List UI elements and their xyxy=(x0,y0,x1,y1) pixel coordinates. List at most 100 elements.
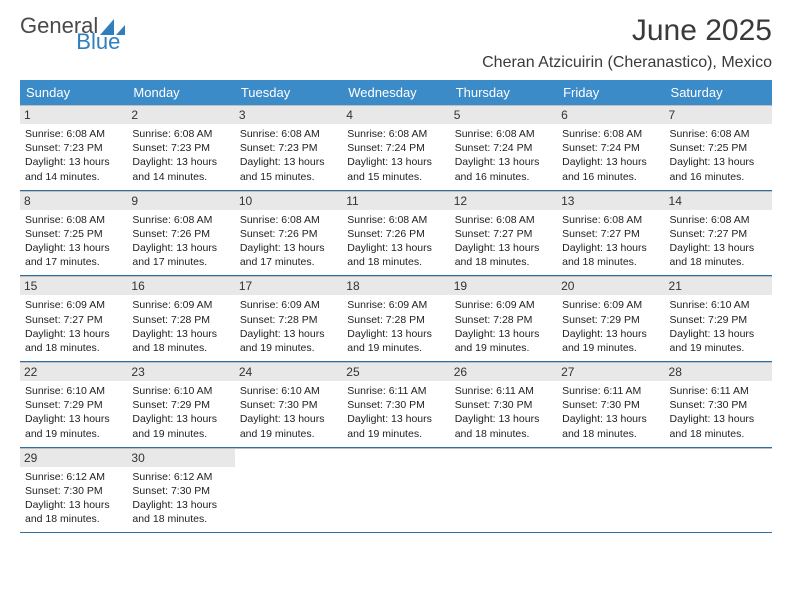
calendar-day: 12 Sunrise: 6:08 AMSunset: 7:27 PMDayligh… xyxy=(450,191,557,276)
calendar-day: 26 Sunrise: 6:11 AMSunset: 7:30 PMDayligh… xyxy=(450,362,557,447)
calendar-day: 9 Sunrise: 6:08 AMSunset: 7:26 PMDaylight… xyxy=(127,191,234,276)
calendar-day: 19 Sunrise: 6:09 AMSunset: 7:28 PMDayligh… xyxy=(450,276,557,361)
day-info: Sunrise: 6:09 AMSunset: 7:28 PMDaylight:… xyxy=(347,298,444,355)
calendar-day: 21Sunrise: 6:10 AMSunset: 7:29 PMDayligh… xyxy=(665,276,772,361)
calendar-day: 28 Sunrise: 6:11 AMSunset: 7:30 PMDayligh… xyxy=(665,362,772,447)
calendar-day-empty xyxy=(235,448,342,533)
day-number: 21 xyxy=(665,277,772,295)
day-number: 9 xyxy=(127,192,234,210)
calendar-day: 14Sunrise: 6:08 AMSunset: 7:27 PMDayligh… xyxy=(665,191,772,276)
day-info: Sunrise: 6:08 AMSunset: 7:27 PMDaylight:… xyxy=(562,213,659,270)
logo-text-blue: Blue xyxy=(76,31,120,53)
calendar-day: 23 Sunrise: 6:10 AMSunset: 7:29 PMDayligh… xyxy=(127,362,234,447)
day-number: 13 xyxy=(557,192,664,210)
day-number: 20 xyxy=(557,277,664,295)
day-info: Sunrise: 6:09 AMSunset: 7:28 PMDaylight:… xyxy=(455,298,552,355)
day-info: Sunrise: 6:08 AMSunset: 7:24 PMDaylight:… xyxy=(562,127,659,184)
calendar-day: 20 Sunrise: 6:09 AMSunset: 7:29 PMDayligh… xyxy=(557,276,664,361)
day-number: 24 xyxy=(235,363,342,381)
calendar-day: 13 Sunrise: 6:08 AMSunset: 7:27 PMDayligh… xyxy=(557,191,664,276)
day-number: 25 xyxy=(342,363,449,381)
calendar-day: 22 Sunrise: 6:10 AMSunset: 7:29 PMDayligh… xyxy=(20,362,127,447)
day-info: Sunrise: 6:10 AMSunset: 7:29 PMDaylight:… xyxy=(25,384,122,441)
day-info: Sunrise: 6:08 AMSunset: 7:27 PMDaylight:… xyxy=(455,213,552,270)
day-number: 11 xyxy=(342,192,449,210)
day-info: Sunrise: 6:08 AMSunset: 7:25 PMDaylight:… xyxy=(25,213,122,270)
calendar-week-row: 1 Sunrise: 6:08 AMSunset: 7:23 PMDaylight… xyxy=(20,105,772,191)
day-number: 19 xyxy=(450,277,557,295)
weekday-header: Thursday xyxy=(450,80,557,105)
weekday-header: Wednesday xyxy=(342,80,449,105)
day-info: Sunrise: 6:09 AMSunset: 7:28 PMDaylight:… xyxy=(240,298,337,355)
calendar-day: 27 Sunrise: 6:11 AMSunset: 7:30 PMDayligh… xyxy=(557,362,664,447)
calendar-day-empty xyxy=(342,448,449,533)
day-info: Sunrise: 6:11 AMSunset: 7:30 PMDaylight:… xyxy=(670,384,767,441)
day-number: 1 xyxy=(20,106,127,124)
day-info: Sunrise: 6:11 AMSunset: 7:30 PMDaylight:… xyxy=(562,384,659,441)
day-info: Sunrise: 6:09 AMSunset: 7:28 PMDaylight:… xyxy=(132,298,229,355)
calendar-day: 11 Sunrise: 6:08 AMSunset: 7:26 PMDayligh… xyxy=(342,191,449,276)
day-info: Sunrise: 6:09 AMSunset: 7:29 PMDaylight:… xyxy=(562,298,659,355)
weekday-header: Friday xyxy=(557,80,664,105)
day-number: 5 xyxy=(450,106,557,124)
calendar-day-empty xyxy=(665,448,772,533)
day-info: Sunrise: 6:08 AMSunset: 7:26 PMDaylight:… xyxy=(347,213,444,270)
day-number: 28 xyxy=(665,363,772,381)
logo: General Blue xyxy=(20,14,172,38)
day-number: 2 xyxy=(127,106,234,124)
day-number: 27 xyxy=(557,363,664,381)
calendar: SundayMondayTuesdayWednesdayThursdayFrid… xyxy=(20,80,772,533)
calendar-week-row: 29 Sunrise: 6:12 AMSunset: 7:30 PMDayligh… xyxy=(20,448,772,534)
calendar-day: 30Sunrise: 6:12 AMSunset: 7:30 PMDayligh… xyxy=(127,448,234,533)
day-info: Sunrise: 6:08 AMSunset: 7:24 PMDaylight:… xyxy=(455,127,552,184)
calendar-day: 2 Sunrise: 6:08 AMSunset: 7:23 PMDaylight… xyxy=(127,105,234,190)
day-number: 12 xyxy=(450,192,557,210)
calendar-day: 25 Sunrise: 6:11 AMSunset: 7:30 PMDayligh… xyxy=(342,362,449,447)
day-number: 14 xyxy=(665,192,772,210)
day-number: 3 xyxy=(235,106,342,124)
day-number: 4 xyxy=(342,106,449,124)
day-info: Sunrise: 6:10 AMSunset: 7:30 PMDaylight:… xyxy=(240,384,337,441)
calendar-day: 24 Sunrise: 6:10 AMSunset: 7:30 PMDayligh… xyxy=(235,362,342,447)
day-number: 15 xyxy=(20,277,127,295)
day-info: Sunrise: 6:08 AMSunset: 7:24 PMDaylight:… xyxy=(347,127,444,184)
weekday-header: Tuesday xyxy=(235,80,342,105)
day-number: 23 xyxy=(127,363,234,381)
day-number: 17 xyxy=(235,277,342,295)
day-number: 29 xyxy=(20,449,127,467)
calendar-day: 3 Sunrise: 6:08 AMSunset: 7:23 PMDaylight… xyxy=(235,105,342,190)
day-info: Sunrise: 6:10 AMSunset: 7:29 PMDaylight:… xyxy=(132,384,229,441)
day-info: Sunrise: 6:11 AMSunset: 7:30 PMDaylight:… xyxy=(455,384,552,441)
day-number: 8 xyxy=(20,192,127,210)
day-info: Sunrise: 6:12 AMSunset: 7:30 PMDaylight:… xyxy=(25,470,122,527)
calendar-week-row: 22 Sunrise: 6:10 AMSunset: 7:29 PMDayligh… xyxy=(20,362,772,448)
day-info: Sunrise: 6:08 AMSunset: 7:23 PMDaylight:… xyxy=(240,127,337,184)
day-info: Sunrise: 6:08 AMSunset: 7:26 PMDaylight:… xyxy=(132,213,229,270)
day-number: 18 xyxy=(342,277,449,295)
title-block: June 2025 Cheran Atzicuirin (Cheranastic… xyxy=(482,14,772,72)
calendar-day-empty xyxy=(557,448,664,533)
calendar-day: 17 Sunrise: 6:09 AMSunset: 7:28 PMDayligh… xyxy=(235,276,342,361)
calendar-day: 4 Sunrise: 6:08 AMSunset: 7:24 PMDaylight… xyxy=(342,105,449,190)
calendar-day: 6 Sunrise: 6:08 AMSunset: 7:24 PMDaylight… xyxy=(557,105,664,190)
header: General Blue June 2025 Cheran Atzicuirin… xyxy=(20,14,772,72)
weekday-header-row: SundayMondayTuesdayWednesdayThursdayFrid… xyxy=(20,80,772,105)
day-number: 16 xyxy=(127,277,234,295)
day-info: Sunrise: 6:08 AMSunset: 7:26 PMDaylight:… xyxy=(240,213,337,270)
calendar-day: 1Sunrise: 6:08 AMSunset: 7:23 PMDaylight… xyxy=(20,105,127,190)
calendar-day: 7 Sunrise: 6:08 AMSunset: 7:25 PMDaylight… xyxy=(665,105,772,190)
day-number: 26 xyxy=(450,363,557,381)
day-number: 22 xyxy=(20,363,127,381)
calendar-day: 15Sunrise: 6:09 AMSunset: 7:27 PMDayligh… xyxy=(20,276,127,361)
day-info: Sunrise: 6:08 AMSunset: 7:25 PMDaylight:… xyxy=(670,127,767,184)
calendar-week-row: 15Sunrise: 6:09 AMSunset: 7:27 PMDayligh… xyxy=(20,276,772,362)
calendar-day: 16 Sunrise: 6:09 AMSunset: 7:28 PMDayligh… xyxy=(127,276,234,361)
page-title: June 2025 xyxy=(482,14,772,48)
day-info: Sunrise: 6:12 AMSunset: 7:30 PMDaylight:… xyxy=(132,470,229,527)
day-info: Sunrise: 6:08 AMSunset: 7:23 PMDaylight:… xyxy=(132,127,229,184)
calendar-day-empty xyxy=(450,448,557,533)
day-number: 7 xyxy=(665,106,772,124)
calendar-day: 29 Sunrise: 6:12 AMSunset: 7:30 PMDayligh… xyxy=(20,448,127,533)
day-info: Sunrise: 6:11 AMSunset: 7:30 PMDaylight:… xyxy=(347,384,444,441)
day-number: 6 xyxy=(557,106,664,124)
